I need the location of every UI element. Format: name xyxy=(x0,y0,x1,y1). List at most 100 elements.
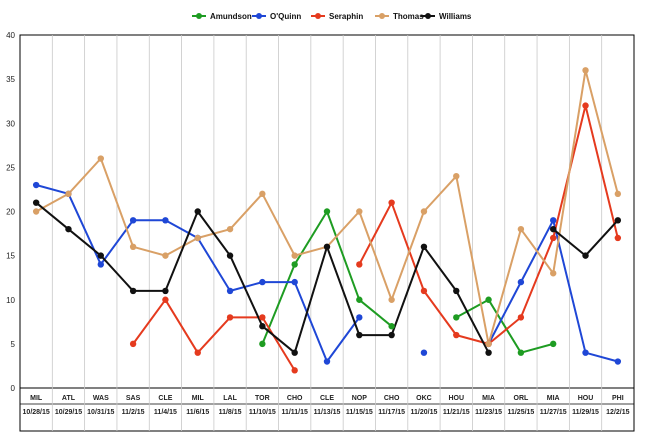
data-point-thomas xyxy=(194,234,201,242)
data-point-o-quinn xyxy=(129,217,137,224)
data-point-williams xyxy=(550,225,557,233)
series-points xyxy=(32,67,622,374)
data-point-thomas xyxy=(388,296,395,303)
x-tick-team: MIL xyxy=(30,395,43,402)
y-tick-label: 25 xyxy=(6,163,15,172)
data-point-o-quinn xyxy=(323,358,331,365)
data-point-williams xyxy=(259,323,266,330)
data-point-seraphin xyxy=(582,102,589,109)
data-point-williams xyxy=(129,287,137,295)
data-point-amundson xyxy=(485,296,492,303)
x-tick-date: 10/28/15 xyxy=(23,409,50,416)
data-point-o-quinn xyxy=(32,181,40,189)
x-tick-team: HOU xyxy=(448,395,464,402)
legend-label: Williams xyxy=(439,12,472,21)
data-point-williams xyxy=(420,243,428,250)
data-point-thomas xyxy=(453,173,460,180)
data-point-amundson xyxy=(453,314,460,321)
x-tick-date: 11/23/15 xyxy=(475,409,502,416)
series-line-williams xyxy=(552,219,619,257)
y-axis: 0 5 10 15 20 25 30 35 40 xyxy=(6,31,15,393)
x-tick-date: 11/8/15 xyxy=(219,409,242,416)
legend-label: Amundson xyxy=(210,12,252,21)
y-tick-label: 40 xyxy=(6,31,15,40)
series-lines xyxy=(35,69,619,371)
data-point-thomas xyxy=(291,252,298,259)
x-tick-team: MIA xyxy=(547,395,560,402)
data-point-seraphin xyxy=(194,349,201,356)
data-point-o-quinn xyxy=(356,314,363,321)
data-point-thomas xyxy=(97,155,104,162)
legend-swatch-dot xyxy=(256,13,262,19)
data-point-williams xyxy=(388,331,395,339)
series-line-seraphin xyxy=(132,298,296,371)
x-tick-team: HOU xyxy=(578,395,594,402)
data-point-o-quinn xyxy=(162,217,169,224)
data-point-thomas xyxy=(259,190,266,198)
data-point-amundson xyxy=(517,349,525,356)
y-tick-label: 30 xyxy=(6,119,15,128)
data-point-williams xyxy=(194,208,201,215)
x-tick-team: ATL xyxy=(62,395,76,402)
data-point-o-quinn xyxy=(420,349,428,356)
x-tick-date: 11/4/15 xyxy=(154,409,177,416)
data-point-seraphin xyxy=(453,331,460,339)
data-point-seraphin xyxy=(517,314,525,321)
data-point-williams xyxy=(65,225,72,233)
x-tick-date: 11/17/15 xyxy=(378,409,405,416)
data-point-williams xyxy=(614,217,622,224)
x-tick-date: 11/13/15 xyxy=(314,409,341,416)
data-point-seraphin xyxy=(550,234,557,242)
data-point-seraphin xyxy=(226,314,234,321)
x-tick-team: CLE xyxy=(320,395,334,402)
x-tick-team: CHO xyxy=(287,395,303,402)
data-point-o-quinn xyxy=(614,358,622,365)
x-tick-team: CLE xyxy=(158,395,172,402)
data-point-williams xyxy=(97,252,104,259)
data-point-seraphin xyxy=(614,234,622,242)
data-point-williams xyxy=(162,287,169,295)
data-point-o-quinn xyxy=(550,217,557,224)
x-tick-team: MIA xyxy=(482,395,495,402)
data-point-amundson xyxy=(259,340,266,348)
x-tick-team: WAS xyxy=(93,395,109,402)
data-point-thomas xyxy=(550,270,557,277)
series-line-seraphin xyxy=(358,104,619,345)
data-point-thomas xyxy=(162,252,169,259)
data-point-thomas xyxy=(614,190,622,198)
x-tick-team: SAS xyxy=(126,395,141,402)
plot-frame xyxy=(19,34,635,432)
data-point-williams xyxy=(226,252,234,259)
x-tick-date: 11/21/15 xyxy=(443,409,470,416)
x-tick-team: ORL xyxy=(514,395,530,402)
data-point-o-quinn xyxy=(291,278,298,286)
data-point-seraphin xyxy=(356,261,363,268)
series-line-williams xyxy=(35,201,490,354)
x-tick-team: TOR xyxy=(255,395,270,402)
legend-swatch-dot xyxy=(196,13,202,19)
data-point-thomas xyxy=(129,243,137,250)
data-point-seraphin xyxy=(129,340,137,348)
data-point-o-quinn xyxy=(582,349,589,356)
x-tick-date: 11/10/15 xyxy=(249,409,276,416)
legend-swatch-dot xyxy=(315,13,321,19)
x-tick-date: 10/29/15 xyxy=(55,409,82,416)
data-point-seraphin xyxy=(420,287,428,295)
data-point-seraphin xyxy=(162,296,169,303)
y-tick-label: 0 xyxy=(11,384,16,393)
x-tick-date: 11/25/15 xyxy=(507,409,534,416)
series-line-amundson xyxy=(455,298,554,354)
legend-label: Thomas xyxy=(393,12,424,21)
data-point-o-quinn xyxy=(517,278,525,286)
x-tick-team: LAL xyxy=(223,395,237,402)
x-tick-team: CHO xyxy=(384,395,400,402)
data-point-seraphin xyxy=(259,314,266,321)
data-point-amundson xyxy=(356,296,363,303)
data-point-thomas xyxy=(420,208,428,215)
series-line-thomas xyxy=(35,69,619,345)
x-tick-date: 11/6/15 xyxy=(186,409,209,416)
y-tick-label: 5 xyxy=(11,340,16,349)
y-tick-label: 10 xyxy=(6,296,15,305)
data-point-amundson xyxy=(323,208,331,215)
